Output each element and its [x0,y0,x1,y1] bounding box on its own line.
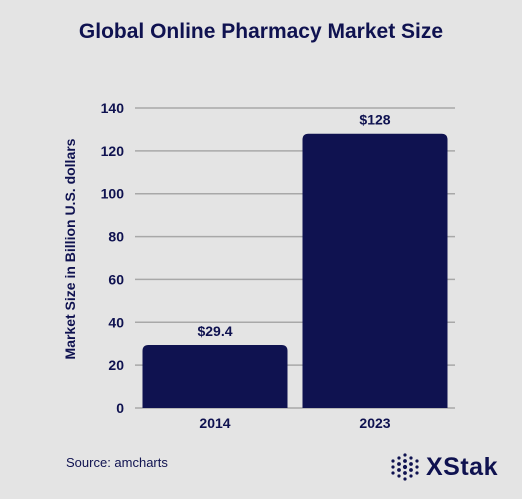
y-tick-labels: 0 20 40 60 80 100 120 140 [101,100,125,416]
x-tick-label: 2014 [199,415,230,431]
y-tick-label: 80 [108,229,124,245]
source-note: Source: amcharts [66,455,168,470]
y-tick-label: 120 [101,143,125,159]
bar-2014 [142,345,288,408]
bar-value-label: $128 [359,112,390,128]
chart-title: Global Online Pharmacy Market Size [78,20,444,43]
logo-text: XStak [426,452,498,481]
y-tick-label: 20 [108,357,124,373]
y-tick-label: 40 [108,314,124,330]
bar-value-label: $29.4 [197,323,232,339]
x-tick-labels: 2014 2023 [199,415,390,431]
y-tick-label: 140 [101,100,125,116]
xstak-logo: XStak [390,452,498,482]
y-tick-label: 100 [101,186,125,202]
bar-2023 [302,133,448,408]
y-axis-label: Market Size in Billion U.S. dollars [62,138,78,359]
bars: $29.4 $128 [142,112,448,408]
dot-grid-icon [391,453,419,481]
y-tick-label: 0 [116,400,124,416]
x-tick-label: 2023 [359,415,390,431]
y-tick-label: 60 [108,271,124,287]
